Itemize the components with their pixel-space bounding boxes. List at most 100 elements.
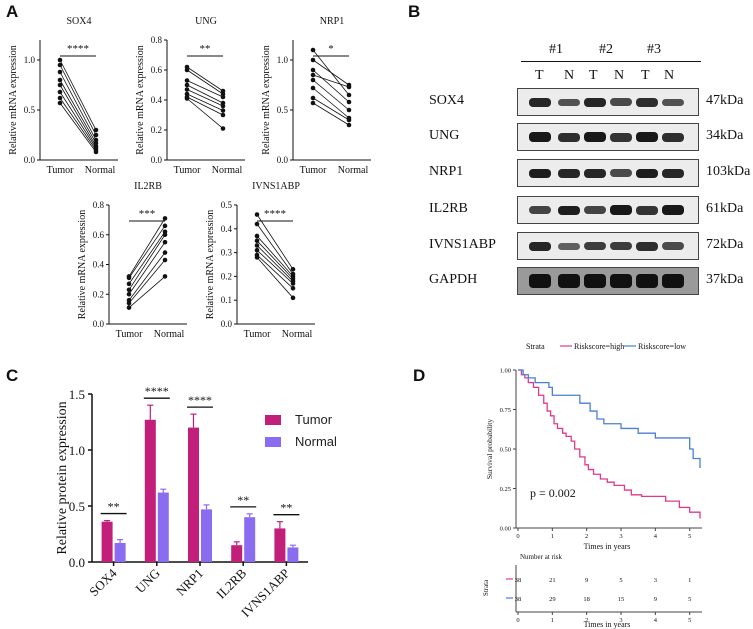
risk-count-high: 38 xyxy=(515,577,522,584)
blot-band xyxy=(584,168,606,178)
tumor-point xyxy=(57,57,63,63)
tumor-point xyxy=(310,100,316,106)
normal-point xyxy=(346,99,352,105)
normal-point xyxy=(220,108,226,113)
panel-label-d: D xyxy=(413,366,426,385)
blot-band xyxy=(662,98,684,106)
normal-point xyxy=(290,286,296,291)
pair-line xyxy=(59,91,97,149)
blot-band xyxy=(529,241,551,251)
risk-count-low: 15 xyxy=(618,596,625,603)
y-tick-label: 0.4 xyxy=(151,95,163,105)
blot-strip-ivns1abp xyxy=(517,232,699,260)
pair-line xyxy=(59,71,97,141)
y-tick-label: 0.6 xyxy=(151,65,163,75)
y-axis-label: Relative mRNA expression xyxy=(261,45,272,154)
significance-label: *** xyxy=(139,208,156,220)
blot-band xyxy=(529,168,551,178)
y-tick-label: 0.2 xyxy=(151,125,162,135)
blot-band xyxy=(610,205,632,215)
blot-band xyxy=(610,242,632,250)
significance-label: ** xyxy=(108,500,120,514)
x-label-normal: Normal xyxy=(154,329,185,340)
lane-label-5: T xyxy=(641,68,650,83)
lane-label-2: N xyxy=(564,68,575,83)
blot-strip-il2rb xyxy=(517,196,699,224)
tumor-point xyxy=(310,77,316,83)
y-tick-label: 0.1 xyxy=(221,295,232,305)
y-tick-label: 0.0 xyxy=(151,155,163,165)
tumor-point xyxy=(254,212,260,217)
blot-kda-il2rb: 61kDa xyxy=(706,201,744,216)
tumor-point xyxy=(57,77,63,83)
x-tick-label: 1 xyxy=(551,533,554,540)
pair-line xyxy=(256,235,294,277)
paired-plot-nrp1: 0.0 0.5 1.0 NRP1 * Relative mRNA expression Tu… xyxy=(261,16,371,176)
blot-label-il2rb: IL2RB xyxy=(429,201,468,216)
risk-count-high: 3 xyxy=(654,577,657,584)
blot-band xyxy=(662,168,684,178)
risk-count-low: 9 xyxy=(654,596,657,603)
blot-label-sox4: SOX4 xyxy=(429,93,465,108)
blot-strip-gapdh xyxy=(517,267,699,295)
lane-label-6: N xyxy=(664,68,675,83)
tumor-point xyxy=(254,238,260,243)
pair-line xyxy=(186,80,224,98)
legend-label-tumor: Tumor xyxy=(295,412,333,427)
tumor-point xyxy=(184,67,190,73)
tumor-point xyxy=(310,47,316,53)
pair-line xyxy=(128,252,166,301)
tumor-point xyxy=(254,243,260,248)
blot-band xyxy=(584,242,606,250)
risk-x-tick-label: 5 xyxy=(688,617,691,624)
blot-band xyxy=(610,132,632,142)
blot-band xyxy=(584,97,606,107)
blot-band xyxy=(529,97,551,107)
pair-line xyxy=(128,231,166,285)
tumor-point xyxy=(310,95,316,101)
normal-point xyxy=(93,127,99,133)
bar-normal xyxy=(157,492,169,562)
y-tick-label: 0.00 xyxy=(500,526,511,533)
risk-count-high: 9 xyxy=(585,577,588,584)
blot-kda-sox4: 47kDa xyxy=(706,93,744,108)
tumor-point xyxy=(126,291,132,297)
plot-title: IL2RB xyxy=(134,181,162,192)
y-tick-label: 0.6 xyxy=(93,230,105,240)
blot-kda-ung: 34kDa xyxy=(706,128,744,143)
risk-count-low: 18 xyxy=(583,596,590,603)
x-tick-label: 0 xyxy=(516,533,519,540)
blot-band xyxy=(636,168,658,178)
normal-point xyxy=(290,266,296,272)
blot-band xyxy=(662,242,684,250)
y-tick-label: 0.50 xyxy=(500,447,511,454)
significance-label: ** xyxy=(200,43,211,55)
x-label-tumor: Tumor xyxy=(116,329,144,340)
pair-line xyxy=(59,79,97,144)
y-tick-label: 0.2 xyxy=(221,271,232,281)
pair-line xyxy=(312,79,350,111)
pair-line xyxy=(186,96,224,116)
blot-band xyxy=(558,205,580,215)
tumor-point xyxy=(57,62,63,68)
tumor-point xyxy=(126,281,132,287)
risk-count-high: 1 xyxy=(688,577,691,584)
bar-normal xyxy=(244,517,256,562)
blot-band xyxy=(636,274,658,288)
panel-label-c: C xyxy=(6,366,19,385)
risk-count-low: 29 xyxy=(549,596,556,603)
normal-point xyxy=(93,149,99,155)
tumor-point xyxy=(184,78,190,83)
pair-line xyxy=(59,84,97,147)
normal-point xyxy=(162,250,168,255)
normal-point xyxy=(162,239,168,245)
pair-line xyxy=(256,223,294,275)
legend-label-high: Riskscore=high xyxy=(574,342,624,351)
panel-label-b: B xyxy=(408,2,421,21)
y-axis-label: Relative mRNA expression xyxy=(77,210,88,319)
x-label-normal: Normal xyxy=(85,165,116,176)
pair-line xyxy=(256,240,294,280)
pair-line xyxy=(128,276,166,308)
significance-label: **** xyxy=(145,384,169,398)
normal-point xyxy=(220,112,226,118)
